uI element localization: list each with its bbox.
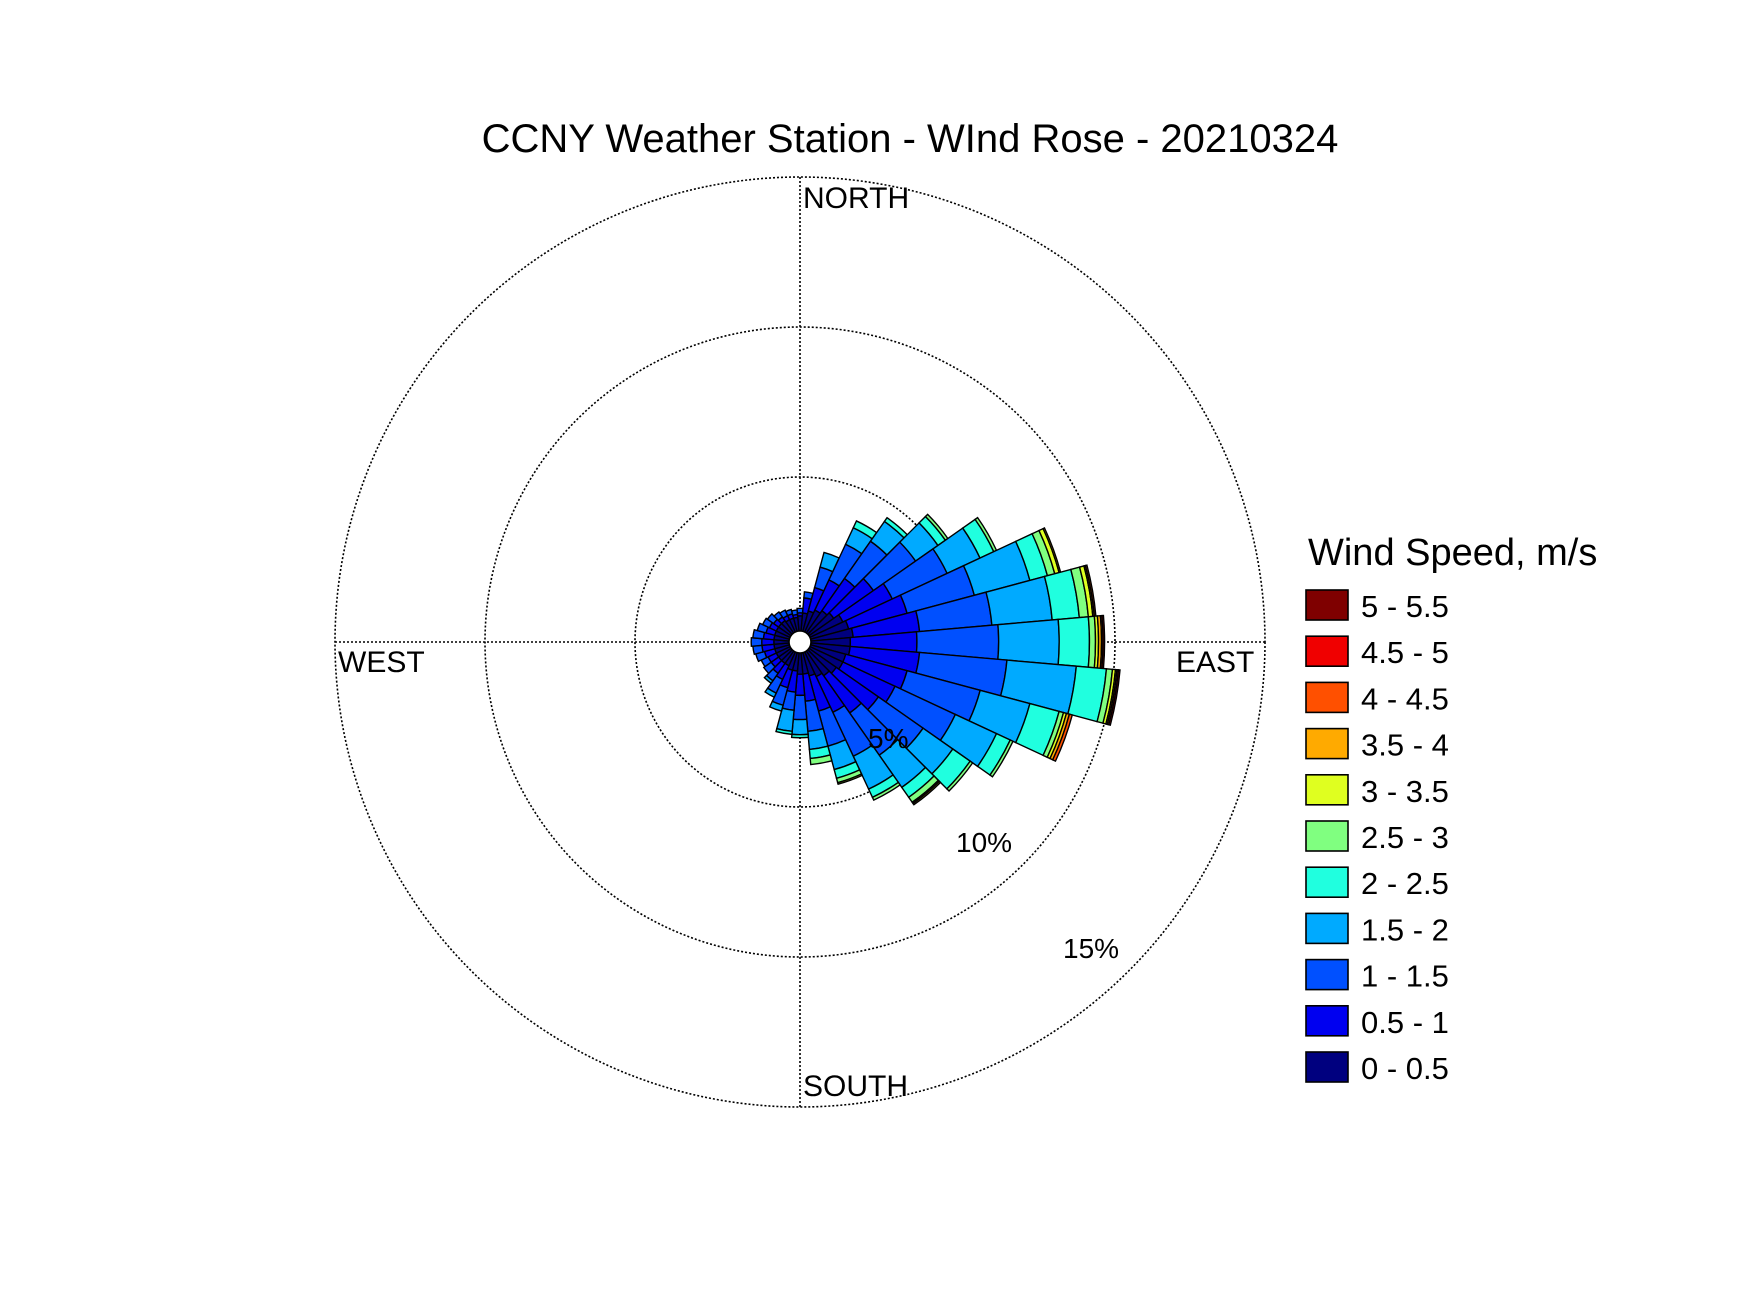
ring-label-15: 15% <box>1063 933 1119 964</box>
petal-segment-dir290-bin2 <box>756 622 770 634</box>
label-west: WEST <box>338 646 425 679</box>
petal-segment-dir200-bin3 <box>768 700 784 712</box>
legend-items: 5 - 5.5 4.5 - 5 4 - 4.5 3.5 - 4 3 - 3.5 2.5 -… <box>1305 589 1449 1086</box>
legend-label-2: 4 - 4.5 <box>1361 681 1449 716</box>
petal-segment-dir0-bin2 <box>796 607 804 614</box>
label-east: EAST <box>1176 646 1254 679</box>
center-hole <box>788 630 812 654</box>
petal-segment-dir340-bin2 <box>784 608 794 617</box>
legend-swatch-2 <box>1305 681 1349 714</box>
petal-segment-dir160-bin6 <box>836 773 864 786</box>
petal-segment-dir300-bin2 <box>761 617 774 629</box>
ring-label-10: 10% <box>956 827 1012 858</box>
petal-segment-dir0-bin0 <box>796 615 804 632</box>
petal-segment-dir210-bin3 <box>764 687 778 699</box>
legend: Wind Speed, m/s 5 - 5.5 4.5 - 5 4 - 4.5 3.5… <box>1305 532 1597 1086</box>
chart-title: CCNY Weather Station - WInd Rose - 20210… <box>482 117 1339 161</box>
petal-segment-dir180-bin3 <box>791 718 809 736</box>
legend-label-0: 5 - 5.5 <box>1361 589 1449 624</box>
petal-segment-dir170-bin5 <box>809 754 833 766</box>
legend-swatch-3 <box>1305 727 1349 760</box>
direction-labels: NORTH SOUTH WEST EAST <box>338 182 1254 1103</box>
legend-swatch-10 <box>1305 1051 1349 1083</box>
petal-segment-dir150-bin5 <box>871 781 902 802</box>
legend-label-6: 2 - 2.5 <box>1361 866 1449 901</box>
legend-label-4: 3 - 3.5 <box>1361 774 1449 809</box>
legend-label-10: 0 - 0.5 <box>1361 1051 1449 1086</box>
petal-segment-dir90-bin4 <box>1057 616 1091 668</box>
legend-title: Wind Speed, m/s <box>1308 532 1597 574</box>
petal-segment-dir110-bin8 <box>1051 713 1074 763</box>
legend-label-8: 1 - 1.5 <box>1361 959 1449 994</box>
legend-swatch-4 <box>1305 773 1349 806</box>
petal-segment-dir220-bin3 <box>763 674 774 685</box>
label-north: NORTH <box>803 182 909 215</box>
petal-segment-dir230-bin2 <box>762 661 777 675</box>
petal-segment-dir190-bin4 <box>775 727 793 736</box>
petal-segment-dir270-bin2 <box>750 636 763 648</box>
legend-label-5: 2.5 - 3 <box>1361 820 1449 855</box>
ring-labels: 5% 10% 15% <box>868 723 1119 964</box>
legend-swatch-6 <box>1305 866 1349 899</box>
legend-swatch-0 <box>1305 589 1349 621</box>
wind-petals <box>750 513 1121 806</box>
legend-swatch-1 <box>1305 635 1349 668</box>
petal-segment-dir310-bin2 <box>766 612 779 625</box>
label-south: SOUTH <box>803 1070 908 1103</box>
petal-segment-dir90-bin3 <box>997 618 1060 666</box>
legend-label-1: 4.5 - 5 <box>1361 635 1449 670</box>
petal-segment-dir100-bin9 <box>1107 669 1121 726</box>
legend-swatch-7 <box>1305 912 1349 945</box>
legend-swatch-5 <box>1305 820 1349 852</box>
petal-segment-dir130-bin5 <box>945 760 974 793</box>
legend-label-7: 1.5 - 2 <box>1361 912 1449 947</box>
petal-segment-dir120-bin5 <box>989 739 1014 778</box>
legend-swatch-8 <box>1305 958 1349 991</box>
legend-swatch-9 <box>1305 1004 1349 1037</box>
petal-segment-dir180-bin4 <box>790 733 810 739</box>
ring-label-5: 5% <box>868 723 908 754</box>
petal-segment-dir140-bin7 <box>912 780 942 806</box>
legend-label-9: 0.5 - 1 <box>1361 1005 1449 1040</box>
legend-label-3: 3.5 - 4 <box>1361 728 1449 763</box>
